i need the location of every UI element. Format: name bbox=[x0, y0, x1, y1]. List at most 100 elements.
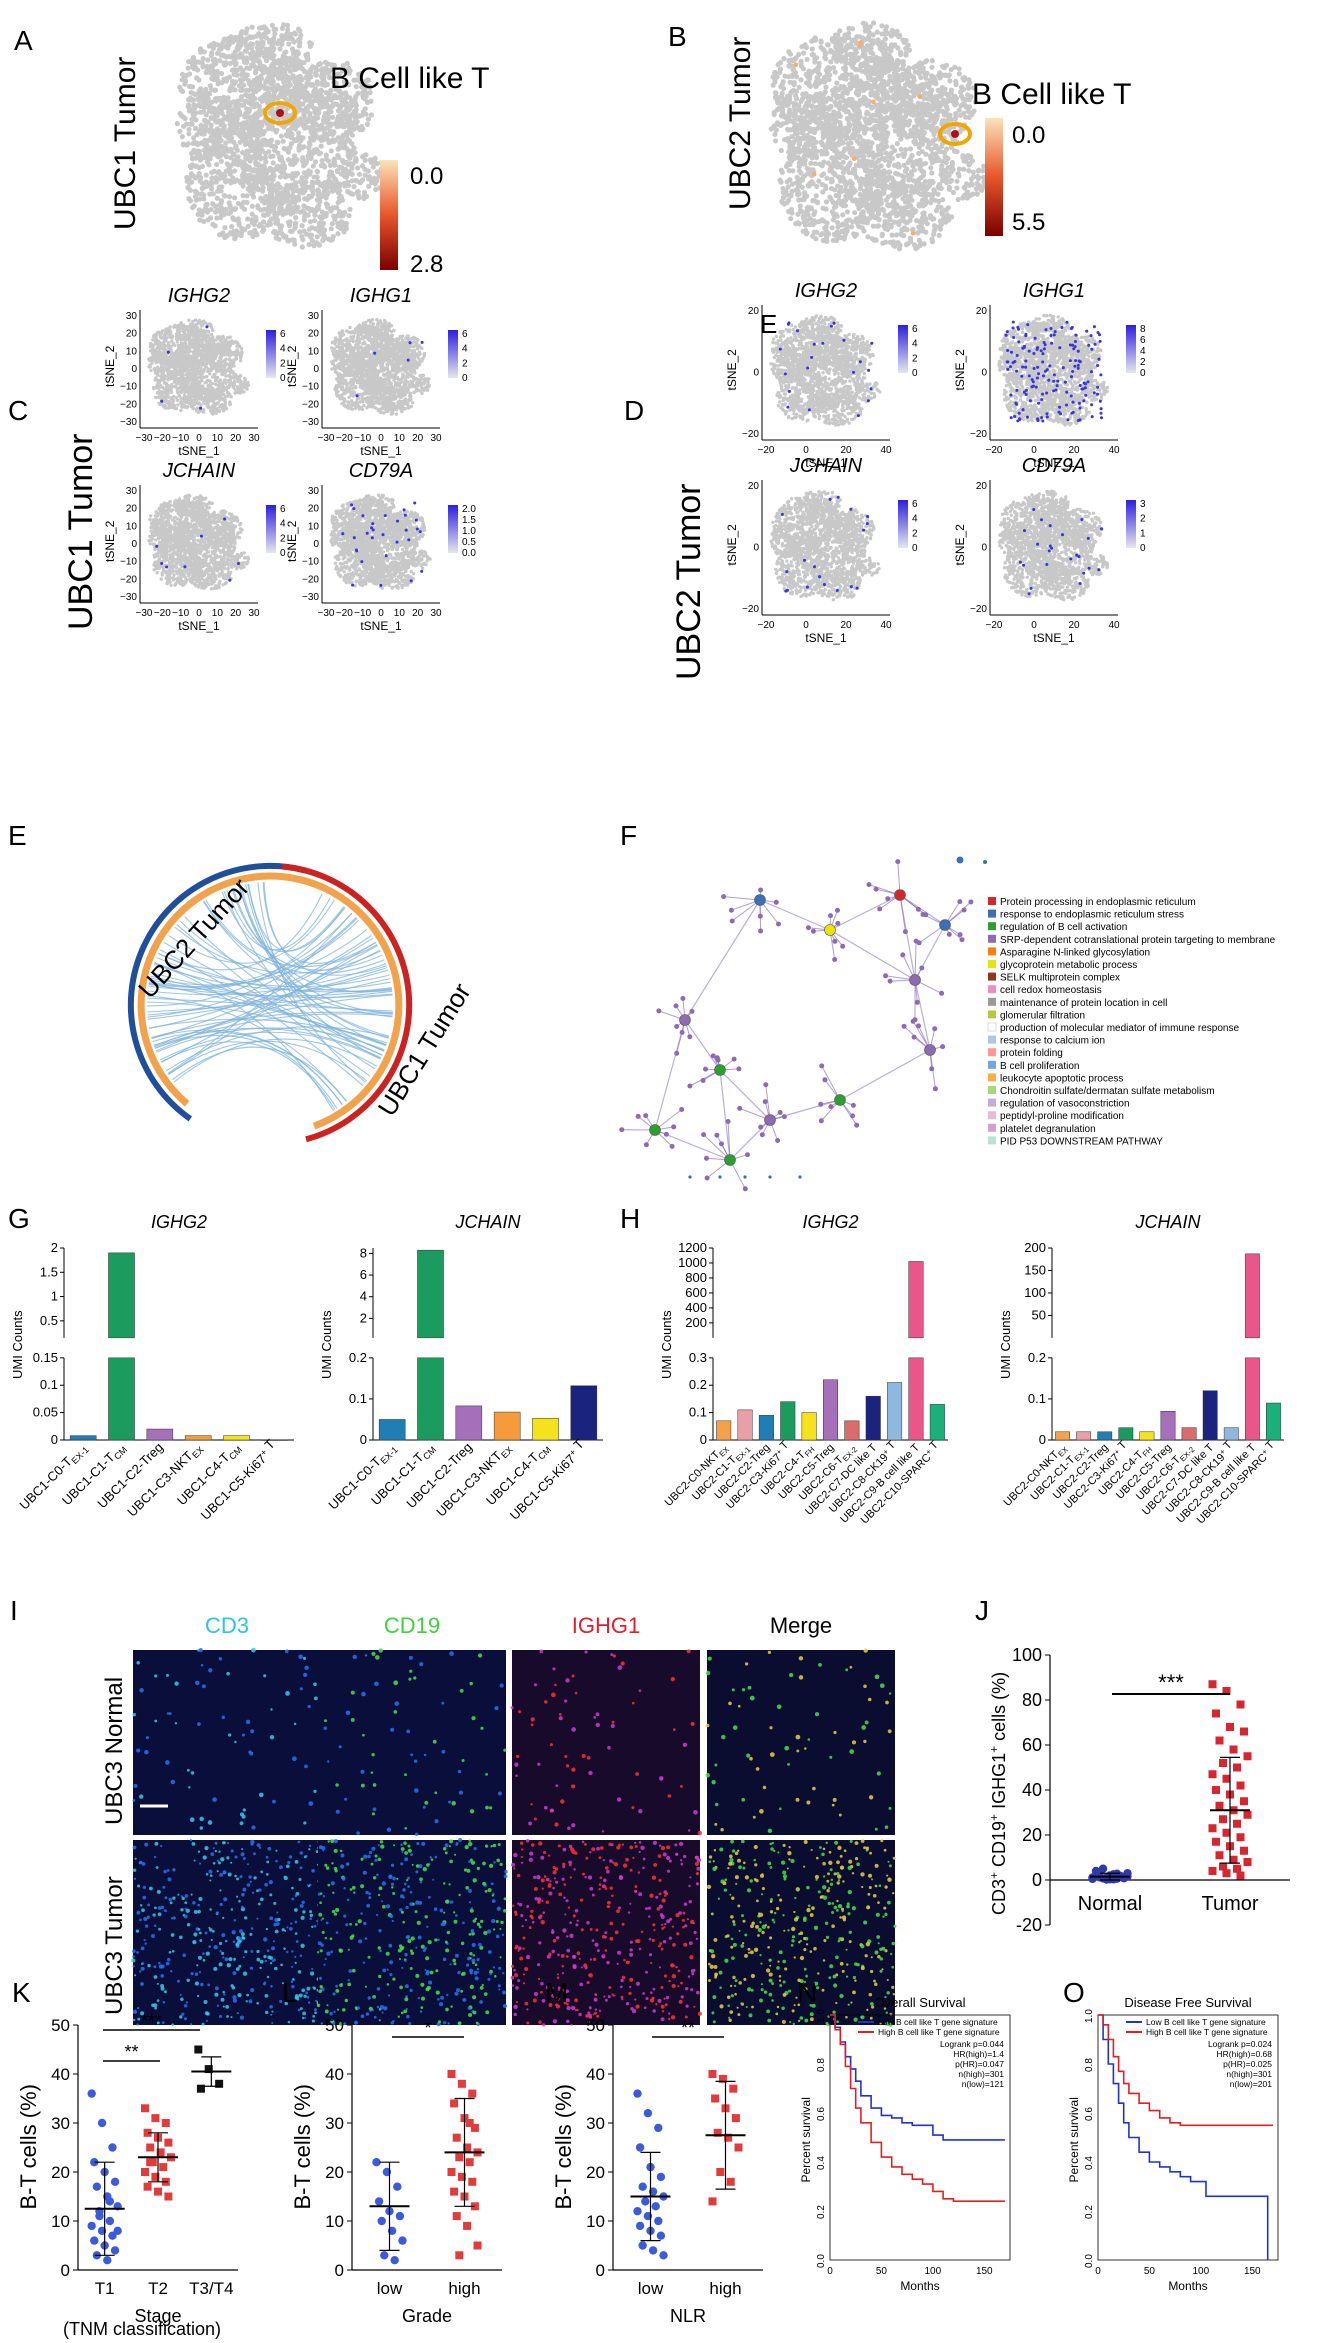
cell-dot bbox=[369, 112, 374, 117]
cell-dot bbox=[347, 156, 352, 161]
cell-dot bbox=[937, 184, 942, 189]
cell-dot bbox=[288, 211, 293, 216]
cell-dot bbox=[804, 230, 809, 235]
cell-dot bbox=[201, 219, 206, 224]
cell-dot bbox=[295, 188, 300, 193]
cell-dot bbox=[236, 201, 241, 206]
cell-dot bbox=[300, 182, 305, 187]
cell-dot bbox=[908, 194, 913, 199]
cell-dot bbox=[232, 195, 237, 200]
cell-dot bbox=[238, 159, 243, 164]
cell-dot bbox=[773, 90, 778, 95]
cell-dot bbox=[829, 136, 834, 141]
cell-dot bbox=[338, 210, 343, 215]
cell-dot bbox=[908, 146, 913, 151]
cell-dot bbox=[268, 222, 273, 227]
cell-dot bbox=[824, 199, 829, 204]
cell-dot bbox=[253, 111, 258, 116]
cell-dot bbox=[213, 107, 218, 112]
cell-dot bbox=[870, 105, 875, 110]
cell-dot bbox=[340, 102, 345, 107]
cell-dot bbox=[258, 222, 263, 227]
cell-dot bbox=[804, 80, 809, 85]
cell-dot bbox=[976, 168, 981, 173]
cell-dot bbox=[824, 176, 829, 181]
cell-dot bbox=[902, 205, 907, 210]
cell-dot bbox=[820, 189, 825, 194]
cell-dot bbox=[257, 26, 262, 31]
cell-dot bbox=[879, 31, 884, 36]
cell-dot bbox=[263, 175, 268, 180]
cell-dot bbox=[297, 106, 302, 111]
cell-dot bbox=[333, 177, 338, 182]
cell-dot bbox=[773, 138, 778, 143]
cell-dot bbox=[224, 54, 229, 59]
cell-dot bbox=[956, 197, 961, 202]
cell-dot bbox=[227, 75, 232, 80]
cell-dot bbox=[216, 153, 221, 158]
cell-dot bbox=[792, 125, 797, 130]
cell-dot bbox=[211, 140, 216, 145]
cell-dot bbox=[832, 171, 837, 176]
cell-dot bbox=[218, 215, 223, 220]
cell-dot bbox=[275, 195, 280, 200]
cell-dot bbox=[323, 60, 328, 65]
cell-dot bbox=[361, 194, 366, 199]
cell-dot bbox=[893, 71, 898, 76]
cell-dot bbox=[880, 241, 885, 246]
cell-dot bbox=[954, 179, 959, 184]
cell-dot bbox=[206, 162, 211, 167]
cell-dot bbox=[297, 81, 302, 86]
cell-dot bbox=[206, 91, 211, 96]
cell-dot bbox=[294, 93, 299, 98]
cell-dot bbox=[344, 226, 349, 231]
cell-dot bbox=[306, 145, 311, 150]
cell-dot bbox=[218, 172, 223, 177]
cell-dot bbox=[186, 104, 191, 109]
cell-dot bbox=[843, 146, 848, 151]
cell-dot bbox=[844, 218, 849, 223]
cell-dot bbox=[264, 58, 269, 63]
cell-dot bbox=[261, 213, 266, 218]
cell-dot bbox=[814, 149, 819, 154]
cell-dot bbox=[212, 130, 217, 135]
cell-dot bbox=[907, 80, 912, 85]
cell-dot bbox=[314, 107, 319, 112]
cell-dot bbox=[849, 184, 854, 189]
cell-dot bbox=[206, 217, 211, 222]
cell-dot bbox=[290, 57, 295, 62]
cell-dot bbox=[905, 227, 910, 232]
cell-dot bbox=[966, 168, 971, 173]
panel-b: B UBC2 Tumor B Cell like T 0.0 5.5 bbox=[668, 20, 1132, 251]
cell-dot bbox=[231, 107, 236, 112]
scale-bottom-label: 2.8 bbox=[410, 251, 443, 278]
cell-dot bbox=[841, 160, 846, 165]
cell-dot bbox=[262, 97, 267, 102]
cell-dot bbox=[808, 84, 813, 89]
cell-dot bbox=[954, 185, 959, 190]
cell-dot bbox=[189, 180, 194, 185]
cell-dot bbox=[808, 140, 813, 145]
cell-dot bbox=[824, 231, 829, 236]
cell-dot bbox=[275, 140, 280, 145]
cell-dot bbox=[289, 141, 294, 146]
cell-dot bbox=[772, 112, 777, 117]
cell-dot bbox=[175, 121, 180, 126]
cell-dot bbox=[319, 144, 324, 149]
cell-dot bbox=[884, 184, 889, 189]
cell-dot bbox=[214, 207, 219, 212]
cell-dot bbox=[837, 120, 842, 125]
cell-dot bbox=[180, 134, 185, 139]
cell-dot bbox=[338, 226, 343, 231]
cell-dot bbox=[311, 123, 316, 128]
cell-dot bbox=[897, 246, 902, 251]
cell-dot bbox=[278, 157, 283, 162]
cell-dot bbox=[941, 218, 946, 223]
cell-dot bbox=[931, 232, 936, 237]
cell-dot bbox=[227, 200, 232, 205]
cell-dot bbox=[250, 100, 255, 105]
cell-dot bbox=[246, 186, 251, 191]
cell-dot bbox=[286, 146, 291, 151]
cell-dot bbox=[250, 92, 255, 97]
cell-dot bbox=[822, 114, 827, 119]
